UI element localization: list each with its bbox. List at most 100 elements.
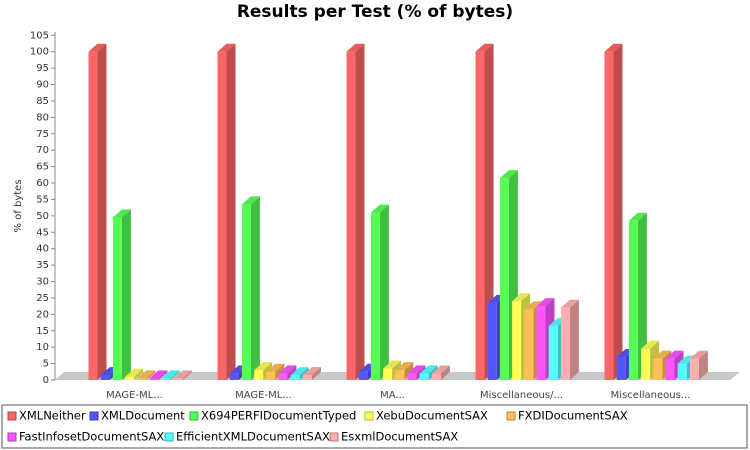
y-tick-label: 25: [36, 293, 49, 304]
legend-label: EfficientXMLDocumentSAX: [176, 430, 330, 444]
y-tick-label: 15: [36, 326, 49, 337]
bar: [487, 302, 497, 380]
bar-top: [604, 43, 623, 52]
bar-side: [182, 370, 192, 380]
bar-top: [475, 43, 494, 52]
bar: [278, 373, 288, 380]
bar-side: [569, 299, 579, 380]
bar-side: [440, 365, 450, 380]
legend-label: XMLDocument: [101, 409, 185, 423]
bar: [548, 325, 558, 380]
bar-side: [637, 212, 647, 380]
bar: [241, 204, 251, 380]
y-tick-label: 50: [36, 211, 49, 222]
y-tick-label: 100: [30, 47, 49, 58]
bar-top: [266, 363, 285, 372]
bar-top: [407, 365, 426, 374]
y-tick-label: 70: [36, 145, 49, 156]
y-tick-label: 65: [36, 162, 49, 173]
bar-top: [419, 365, 438, 374]
y-tick-label: 40: [36, 244, 49, 255]
legend-swatch: [89, 411, 99, 421]
bar-top: [278, 365, 297, 374]
bar: [512, 301, 522, 380]
y-tick-label: 75: [36, 129, 49, 140]
bar: [383, 368, 393, 380]
bar-side: [613, 43, 623, 380]
legend-swatch: [506, 411, 516, 421]
y-tick-label: 5: [43, 359, 49, 370]
y-tick-label: 85: [36, 96, 49, 107]
bar-top: [512, 293, 531, 302]
x-tick-label: Miscellaneous...: [611, 390, 691, 401]
bar: [524, 309, 534, 380]
legend-box: [1, 404, 748, 449]
bar: [665, 358, 675, 380]
y-tick-label: 105: [30, 30, 49, 41]
bar-side: [250, 196, 260, 380]
bar-side: [698, 350, 708, 380]
bar-top: [88, 43, 107, 52]
bar: [346, 51, 356, 380]
legend-swatch: [164, 432, 174, 442]
bar: [266, 371, 276, 380]
bar-side: [404, 362, 414, 380]
bar: [137, 378, 147, 380]
y-tick-label: 90: [36, 80, 49, 91]
bar: [149, 378, 159, 380]
bar-top: [217, 43, 236, 52]
bar: [302, 375, 312, 380]
bar-side: [226, 43, 236, 380]
bar: [161, 378, 171, 380]
bar-side: [134, 368, 144, 380]
bar-side: [158, 370, 168, 380]
x-tick-label: MAGE-ML...: [235, 390, 292, 401]
bar-side: [170, 370, 180, 380]
bar-top: [125, 368, 144, 377]
x-tick-label: MAGE-ML...: [106, 390, 163, 401]
bar-top: [302, 367, 321, 376]
bar: [536, 306, 546, 380]
bar: [616, 357, 626, 380]
y-tick-label: 35: [36, 260, 49, 271]
bar: [560, 307, 570, 380]
bar-top: [137, 370, 156, 379]
bar-top: [628, 212, 647, 221]
bar-top: [149, 370, 168, 379]
bar-side: [311, 367, 321, 380]
bar: [217, 51, 227, 380]
bar-side: [299, 367, 309, 380]
bar: [88, 51, 98, 380]
bar: [229, 373, 239, 380]
bar-top: [395, 362, 414, 371]
bar: [475, 51, 485, 380]
legend-swatch: [189, 411, 199, 421]
bar-side: [97, 43, 107, 380]
bar-side: [121, 209, 131, 380]
legend-label: FXDIDocumentSAX: [518, 409, 628, 423]
y-tick-label: 20: [36, 309, 49, 320]
bar-top: [689, 350, 708, 359]
bar-top: [524, 301, 543, 310]
bar: [653, 358, 663, 380]
bar-top: [499, 170, 518, 179]
bar: [395, 370, 405, 380]
bar-top: [241, 196, 260, 205]
legend-swatch: [329, 432, 339, 442]
bar-top: [161, 370, 180, 379]
bar: [641, 348, 651, 380]
y-tick-label: 0: [43, 375, 49, 386]
y-tick-label: 95: [36, 63, 49, 74]
bar: [604, 51, 614, 380]
legend-label: FastInfosetDocumentSAX: [19, 430, 164, 444]
bar-top: [431, 365, 450, 374]
bar-side: [275, 363, 285, 380]
bar-side: [379, 204, 389, 380]
bar: [407, 373, 417, 380]
bar: [628, 220, 638, 380]
legend-label: X694PERFIDocumentTyped: [201, 409, 356, 423]
bar-top: [560, 299, 579, 308]
legend-label: EsxmlDocumentSAX: [341, 430, 458, 444]
bar: [100, 375, 110, 380]
